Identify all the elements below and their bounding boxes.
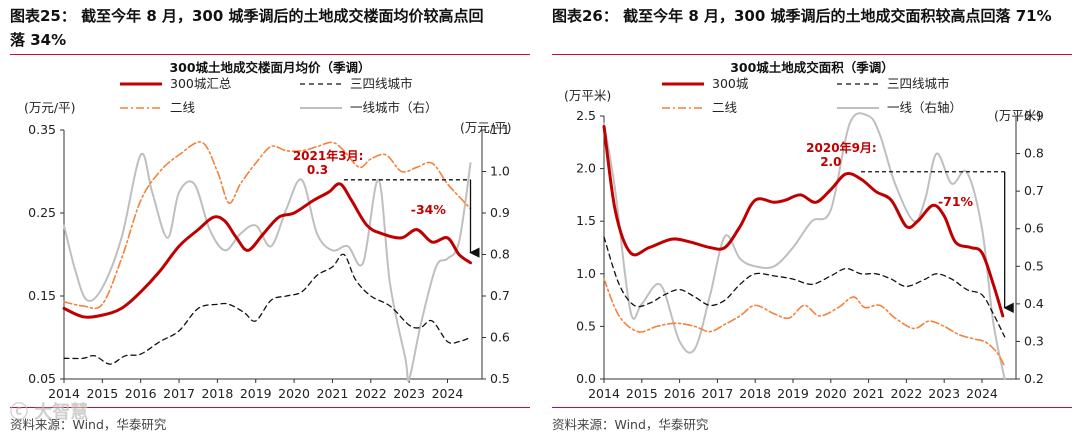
legend-label: 三四线城市 (887, 76, 950, 91)
x-tick-label: 2019 (777, 386, 809, 401)
right-tick-label: 1.0 (490, 164, 510, 179)
watermark: ⓒ 大智慧 (10, 402, 89, 423)
left-tick-label: 1.5 (576, 213, 596, 228)
figure-26: 图表26： 截至今年 8 月，300 城季调后的土地成交面积较高点回落 71% … (552, 0, 1072, 434)
source-note: 资料来源：Wind，华泰研究 (552, 417, 709, 432)
title-rule (552, 54, 1072, 55)
right-tick-label: 0.9 (490, 205, 510, 220)
x-tick-label: 2017 (163, 386, 195, 401)
legend-label: 三四线城市 (350, 76, 413, 91)
x-tick-label: 2020 (278, 386, 310, 401)
right-tick-label: 0.5 (1024, 258, 1044, 273)
source-note: 资料来源：Wind，华泰研究 (10, 417, 167, 432)
right-tick-label: 0.4 (1024, 296, 1044, 311)
decline-annotation: -34% (411, 202, 447, 217)
x-tick-label: 2016 (125, 386, 157, 401)
x-tick-label: 2020 (815, 386, 847, 401)
right-tick-label: 0.2 (1024, 371, 1044, 386)
series-line-t34 (603, 236, 1006, 338)
peak-annotation: 2021年3月: (293, 148, 364, 163)
left-tick-label: 2.0 (576, 161, 596, 176)
right-tick-label: 0.7 (490, 288, 510, 303)
series-line-t1 (603, 112, 1006, 380)
figure-title: 图表25： 截至今年 8 月，300 城季调后的土地成交楼面均价较高点回 落 3… (10, 4, 530, 52)
left-tick-label: 2.5 (576, 108, 596, 123)
right-tick-label: 0.6 (490, 330, 510, 345)
x-tick-label: 2022 (890, 386, 922, 401)
x-tick-label: 2017 (701, 386, 733, 401)
x-tick-label: 2024 (432, 386, 464, 401)
right-tick-label: 0.7 (1024, 183, 1044, 198)
legend-label: 二线 (712, 100, 738, 115)
figure-title-line1: 图表26： 截至今年 8 月，300 城季调后的土地成交面积较高点回落 71% (552, 7, 1052, 25)
x-tick-label: 2018 (201, 386, 233, 401)
legend-label: 一线（右轴） (887, 100, 962, 115)
x-tick-label: 2018 (739, 386, 771, 401)
series-line-t1 (63, 152, 472, 382)
x-tick-label: 2014 (588, 386, 620, 401)
x-tick-label: 2024 (966, 386, 998, 401)
left-tick-label: 0.05 (28, 371, 56, 386)
right-tick-label: 0.3 (1024, 333, 1044, 348)
x-tick-label: 2015 (86, 386, 118, 401)
left-tick-label: 0.25 (28, 205, 56, 220)
legend-label: 二线 (170, 100, 196, 115)
x-tick-label: 2021 (317, 386, 349, 401)
x-tick-label: 2016 (664, 386, 696, 401)
left-axis-unit: (万元/平) (24, 100, 75, 115)
left-tick-label: 0.35 (28, 122, 56, 137)
figure-title-line2: 落 34% (10, 31, 67, 49)
left-tick-label: 0.0 (576, 371, 596, 386)
x-tick-label: 2023 (928, 386, 960, 401)
right-tick-label: 0.8 (490, 247, 510, 262)
x-tick-label: 2023 (393, 386, 425, 401)
source-rule (10, 407, 530, 408)
series-line-t34 (63, 253, 472, 365)
legend-label: 300城汇总 (170, 76, 231, 91)
chart-title: 300城土地成交面积（季调） (730, 60, 894, 75)
peak-value-annotation: 0.3 (307, 163, 328, 177)
peak-annotation: 2020年9月: (806, 140, 877, 155)
x-tick-label: 2019 (240, 386, 272, 401)
right-tick-label: 0.8 (1024, 146, 1044, 161)
x-tick-label: 2015 (626, 386, 658, 401)
right-tick-label: 0.9 (1024, 108, 1044, 123)
legend-label: 一线城市（右） (350, 100, 438, 115)
right-axis-unit: (万元/平) (460, 120, 511, 135)
title-rule (10, 54, 530, 55)
right-tick-label: 1.1 (490, 122, 510, 137)
left-axis-unit: (万平米) (564, 88, 611, 103)
source-rule (552, 407, 1072, 408)
chart-title: 300城土地成交楼面月均价（季调） (169, 60, 370, 75)
figure-title-line1: 图表25： 截至今年 8 月，300 城季调后的土地成交楼面均价较高点回 (10, 7, 484, 25)
series-line-t2 (603, 278, 1006, 368)
left-tick-label: 1.0 (576, 266, 596, 281)
series-line-total (602, 125, 1005, 318)
decline-annotation: -71% (938, 194, 974, 209)
series-line-t2 (63, 141, 472, 310)
x-tick-label: 2014 (48, 386, 80, 401)
x-tick-label: 2022 (355, 386, 387, 401)
x-tick-label: 2021 (853, 386, 885, 401)
right-tick-label: 0.6 (1024, 221, 1044, 236)
right-tick-label: 0.5 (490, 371, 510, 386)
peak-value-annotation: 2.0 (820, 155, 841, 169)
left-tick-label: 0.5 (576, 318, 596, 333)
series-line-total (62, 182, 472, 319)
legend-label: 300城 (712, 76, 749, 91)
figure-title: 图表26： 截至今年 8 月，300 城季调后的土地成交面积较高点回落 71% (552, 4, 1072, 28)
left-tick-label: 0.15 (28, 288, 56, 303)
figure-25: 图表25： 截至今年 8 月，300 城季调后的土地成交楼面均价较高点回 落 3… (10, 0, 530, 434)
